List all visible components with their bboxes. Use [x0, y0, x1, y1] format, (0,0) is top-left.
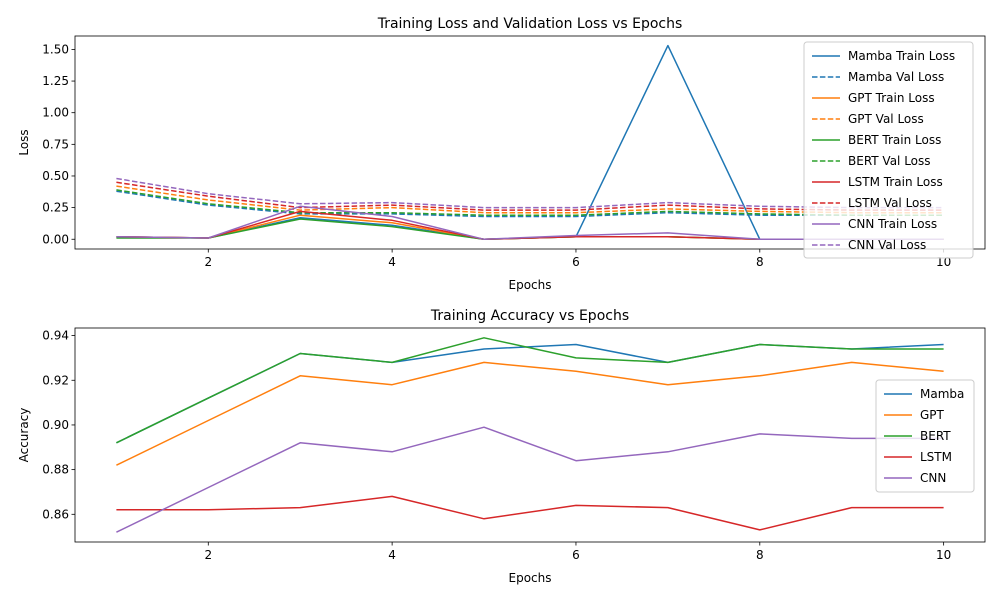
chart1-x-tick-label-1: 4	[388, 548, 396, 562]
chart0-x-tick-label-1: 4	[388, 255, 396, 269]
chart0-y-tick-label-4: 1.00	[42, 106, 69, 120]
chart0-legend-label-3: GPT Val Loss	[848, 112, 924, 126]
chart1-series-line-4	[116, 426, 944, 533]
chart1-legend-label-1: GPT	[920, 408, 945, 422]
chart1-y-tick-label-3: 0.92	[42, 373, 69, 387]
chart0-legend-label-4: BERT Train Loss	[848, 133, 941, 147]
chart1-y-tick-label-0: 0.86	[42, 507, 69, 521]
chart0-legend-label-5: BERT Val Loss	[848, 154, 931, 168]
chart0-y-tick-label-5: 1.25	[42, 74, 69, 88]
chart0-title: Training Loss and Validation Loss vs Epo…	[377, 16, 683, 32]
chart1-legend-label-0: Mamba	[920, 387, 964, 401]
chart0-legend-label-8: CNN Train Loss	[848, 217, 937, 231]
chart1-y-tick-label-2: 0.90	[42, 418, 69, 432]
chart0-y-tick-label-2: 0.50	[42, 169, 69, 183]
chart1-y-axis-label: Accuracy	[17, 408, 31, 463]
chart0-legend-label-9: CNN Val Loss	[848, 238, 926, 252]
chart1-x-tick-label-3: 8	[756, 548, 764, 562]
chart0-legend-label-0: Mamba Train Loss	[848, 49, 955, 63]
chart1-x-tick-label-0: 2	[204, 548, 212, 562]
chart0-legend-label-6: LSTM Train Loss	[848, 175, 943, 189]
chart1-legend-label-2: BERT	[920, 429, 951, 443]
chart1-x-axis-label: Epochs	[509, 571, 552, 585]
chart0-x-tick-label-3: 8	[756, 255, 764, 269]
chart1-series-line-1	[116, 361, 944, 466]
chart0-x-tick-label-0: 2	[204, 255, 212, 269]
chart0-axes-frame	[74, 35, 986, 250]
chart0-y-tick-label-1: 0.25	[42, 201, 69, 215]
chart1-x-tick-label-2: 6	[572, 548, 580, 562]
chart0-y-tick-label-0: 0.00	[42, 232, 69, 246]
chart1-series-line-0	[116, 343, 944, 444]
chart1-legend-label-4: CNN	[920, 471, 946, 485]
chart0-legend-label-2: GPT Train Loss	[848, 91, 935, 105]
chart0-y-tick-label-3: 0.75	[42, 137, 69, 151]
chart0-x-tick-label-2: 6	[572, 255, 580, 269]
chart1-y-tick-label-4: 0.94	[42, 329, 69, 343]
chart0-y-tick-label-6: 1.50	[42, 42, 69, 56]
chart0-x-axis-label: Epochs	[509, 278, 552, 292]
chart1-x-tick-label-4: 10	[936, 548, 951, 562]
chart1-axes-frame	[74, 327, 986, 543]
chart0-legend-label-7: LSTM Val Loss	[848, 196, 932, 210]
chart1-title: Training Accuracy vs Epochs	[430, 308, 629, 324]
chart0-y-axis-label: Loss	[17, 129, 31, 155]
chart1-legend-box	[875, 379, 975, 493]
chart0-legend-box	[803, 41, 974, 259]
chart1-series-line-3	[116, 495, 944, 531]
chart1-y-tick-label-1: 0.88	[42, 463, 69, 477]
chart1-legend-label-3: LSTM	[920, 450, 952, 464]
chart1-series-line-2	[116, 337, 944, 444]
chart0-legend-label-1: Mamba Val Loss	[848, 70, 944, 84]
